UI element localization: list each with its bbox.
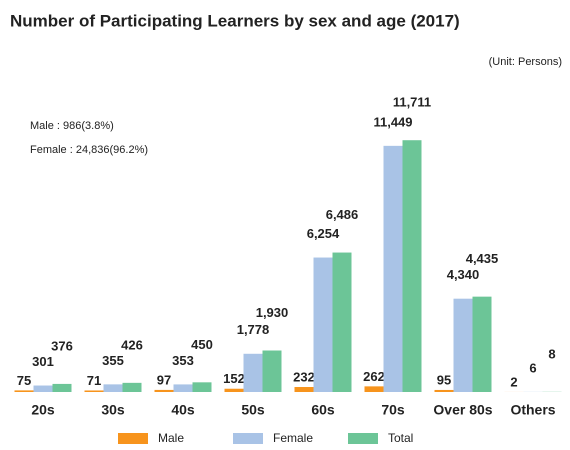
bar: [33, 385, 53, 392]
bar: [453, 298, 473, 392]
bar: [173, 384, 193, 392]
value-label: 6: [529, 360, 536, 375]
value-label: 75: [17, 373, 31, 388]
x-tick-label: 70s: [381, 402, 405, 418]
value-label: 8: [548, 346, 555, 361]
bar: [434, 389, 454, 392]
value-label: 4,435: [466, 251, 499, 266]
x-tick-label: 30s: [101, 402, 125, 418]
bar: [313, 257, 333, 392]
bar: [472, 296, 492, 392]
value-label: 426: [121, 337, 143, 352]
value-label: 4,340: [447, 267, 480, 282]
legend-swatch: [233, 433, 263, 444]
legend-swatch: [348, 433, 378, 444]
value-label: 1,778: [237, 322, 270, 337]
unit-note: (Unit: Persons): [489, 56, 562, 68]
bar: [294, 387, 314, 392]
value-label: 71: [87, 373, 101, 388]
x-tick-label: 20s: [31, 402, 55, 418]
x-tick-label: 50s: [241, 402, 265, 418]
value-label: 97: [157, 372, 171, 387]
legend-label: Total: [388, 431, 413, 445]
annotation: Male : 986(3.8%): [30, 120, 114, 132]
annotation: Female : 24,836(96.2%): [30, 144, 148, 156]
value-label: 262: [363, 369, 385, 384]
value-label: 11,711: [393, 95, 431, 110]
x-tick-label: 40s: [171, 402, 195, 418]
bar: [103, 384, 123, 392]
bar: [262, 350, 282, 392]
bar: [122, 382, 142, 392]
bar: [332, 252, 352, 392]
value-label: 11,449: [373, 114, 412, 129]
value-label: 301: [32, 354, 54, 369]
legend-swatch: [118, 433, 148, 444]
value-label: 353: [172, 353, 194, 368]
bar: [383, 145, 403, 392]
value-label: 376: [51, 338, 73, 353]
x-tick-label: 60s: [311, 402, 335, 418]
legend-label: Male: [158, 431, 184, 445]
value-label: 6,254: [307, 226, 340, 241]
value-label: 450: [191, 337, 213, 352]
value-label: 152: [223, 371, 245, 386]
value-label: 232: [293, 369, 315, 384]
legend-label: Female: [273, 431, 313, 445]
value-label: 1,930: [256, 305, 289, 320]
x-tick-label: Over 80s: [433, 402, 492, 418]
bar: [52, 383, 72, 392]
bar: [192, 382, 212, 392]
x-tick-label: Others: [510, 402, 555, 418]
bar: [364, 386, 384, 392]
bar: [224, 388, 244, 392]
bar: [154, 389, 174, 392]
bar: [84, 390, 104, 392]
bar: [14, 390, 34, 392]
value-label: 6,486: [326, 207, 359, 222]
value-label: 95: [437, 372, 451, 387]
chart-title: Number of Participating Learners by sex …: [10, 11, 460, 30]
value-label: 2: [510, 374, 517, 389]
value-label: 355: [102, 353, 124, 368]
bar: [243, 353, 263, 392]
bar: [402, 140, 422, 392]
